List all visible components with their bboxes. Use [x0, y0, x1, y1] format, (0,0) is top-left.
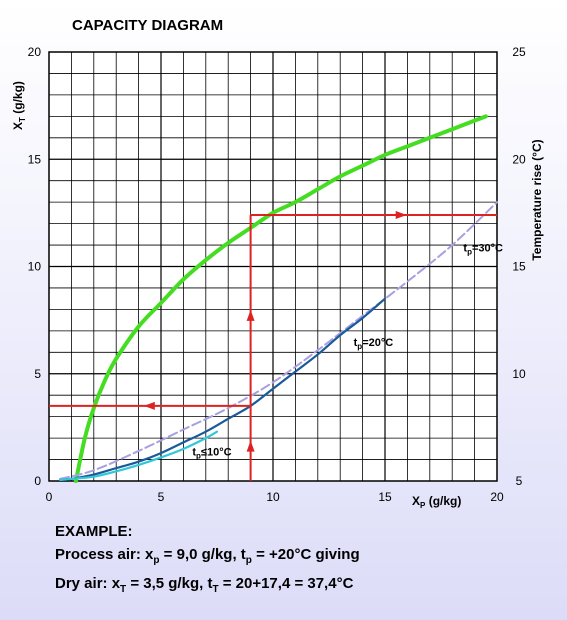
series-line-tp-20-c	[59, 297, 387, 482]
example-arrow-up-upper	[246, 309, 255, 321]
x-tick-label: 15	[378, 490, 392, 504]
x-axis-label: XP (g/kg)	[412, 494, 461, 510]
y2-axis-label: Temperature rise (°C)	[530, 139, 544, 260]
y2-tick-label: 20	[512, 152, 526, 166]
y-tick-labels: 0 5 10 15 20	[28, 45, 42, 488]
y2-tick-label: 10	[512, 367, 526, 381]
y-tick-label: 10	[28, 260, 42, 274]
example-arrow-up-lower	[246, 440, 255, 452]
y-tick-label: 0	[34, 474, 41, 488]
example-path-arrows	[49, 211, 497, 481]
series-line-tp-30-c	[59, 201, 498, 480]
x-tick-label: 5	[158, 490, 165, 504]
x-tick-label: 20	[490, 490, 504, 504]
y2-tick-label: 25	[512, 45, 526, 59]
curve-label: tp=20°C	[354, 337, 394, 351]
y2-tick-label: 5	[516, 474, 523, 488]
example-text: EXAMPLE: Process air: xp = 9,0 g/kg, tp …	[55, 520, 360, 601]
curve-labels: tp=30°C tp=20°C tp≤10°C	[192, 242, 503, 460]
x-tick-labels: 0 5 10 15 20	[46, 490, 504, 504]
example-heading: EXAMPLE:	[55, 523, 133, 540]
example-line-2: Dry air: xT = 3,5 g/kg, tT = 20+17,4 = 3…	[55, 575, 354, 595]
y2-tick-labels: 5 10 15 20 25	[512, 45, 526, 488]
series-line-tp-10-c	[59, 430, 219, 482]
x-tick-label: 0	[46, 490, 53, 504]
grid-lines	[49, 52, 497, 481]
y-tick-label: 5	[34, 367, 41, 381]
example-arrow-right	[395, 211, 407, 220]
curve-label: tp≤10°C	[192, 446, 231, 460]
y-tick-label: 20	[28, 45, 42, 59]
example-arrow-left	[143, 401, 155, 410]
curve-label: tp=30°C	[463, 242, 503, 256]
x-tick-label: 10	[266, 490, 280, 504]
y-tick-label: 15	[28, 152, 42, 166]
y2-tick-label: 15	[512, 260, 526, 274]
y-axis-label: XT (g/kg)	[11, 81, 27, 130]
chart-title: CAPACITY DIAGRAM	[72, 17, 223, 34]
example-line-1: Process air: xp = 9,0 g/kg, tp = +20°C g…	[55, 546, 360, 566]
capacity-chart: CAPACITY DIAGRAM 0 5 10 15 20 0 5 10 15 20 5 10 15…	[11, 17, 544, 510]
